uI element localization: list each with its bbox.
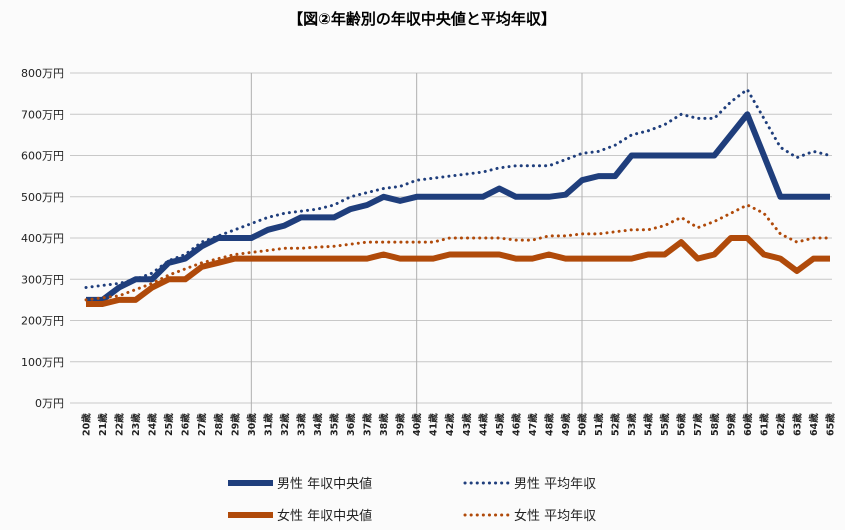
- series-line-1: [84, 88, 832, 289]
- legend-label: 男性 平均年収: [514, 477, 596, 492]
- x-tick-label: 46歳: [510, 413, 522, 436]
- x-tick-label: 51歳: [593, 413, 605, 436]
- x-tick-label: 22歳: [114, 413, 126, 436]
- x-tick-label: 43歳: [461, 413, 473, 436]
- y-tick-label: 300万円: [21, 273, 64, 286]
- x-tick-label: 33歳: [295, 413, 307, 436]
- x-tick-label: 57歳: [692, 413, 704, 436]
- x-tick-label: 34歳: [312, 413, 324, 436]
- x-tick-label: 28歳: [213, 413, 225, 436]
- x-tick-label: 56歳: [676, 413, 688, 436]
- x-tick-label: 63歳: [791, 413, 803, 436]
- y-tick-label: 200万円: [21, 315, 64, 328]
- x-tick-label: 37歳: [362, 413, 374, 436]
- series-line-0: [86, 111, 830, 303]
- x-tick-label: 30歳: [246, 413, 258, 436]
- x-tick-label: 21歳: [97, 413, 109, 436]
- x-tick-label: 24歳: [147, 413, 159, 436]
- y-tick-label: 0万円: [35, 397, 64, 410]
- x-tick-label: 27歳: [196, 413, 208, 436]
- legend-label: 女性 年収中央値: [277, 508, 372, 524]
- legend-label: 男性 年収中央値: [277, 476, 372, 492]
- x-tick-label: 50歳: [577, 413, 589, 436]
- x-tick-label: 49歳: [560, 413, 572, 436]
- series-line-3: [84, 203, 832, 302]
- x-tick-label: 32歳: [279, 413, 291, 436]
- y-tick-label: 800万円: [21, 67, 64, 80]
- x-tick-label: 61歳: [758, 413, 770, 436]
- x-tick-label: 35歳: [329, 413, 341, 436]
- x-tick-label: 25歳: [163, 413, 175, 436]
- x-tick-label: 58歳: [709, 413, 721, 436]
- series-lines: [84, 88, 832, 307]
- x-tick-label: 29歳: [229, 413, 241, 436]
- x-tick-label: 38歳: [378, 413, 390, 436]
- x-tick-label: 23歳: [130, 413, 142, 436]
- x-tick-label: 62歳: [775, 413, 787, 436]
- x-tick-label: 42歳: [444, 413, 456, 436]
- x-tick-label: 44歳: [477, 413, 489, 436]
- y-tick-label: 400万円: [21, 232, 64, 245]
- x-tick-label: 53歳: [626, 413, 638, 436]
- x-axis-ticks: 20歳 21歳 22歳 23歳 24歳 25歳 26歳 27歳 28歳 29歳 30歳 31歳 32歳 3…: [81, 413, 837, 436]
- x-tick-label: 41歳: [428, 413, 440, 436]
- x-tick-label: 48歳: [543, 413, 555, 436]
- legend-label: 女性 平均年収: [514, 508, 596, 524]
- y-axis-ticks: 0万円 100万円 200万円 300万円 400万円 500万円 600万円 700万円 80…: [21, 67, 64, 410]
- x-tick-label: 40歳: [411, 413, 423, 436]
- y-tick-label: 500万円: [21, 191, 64, 204]
- x-tick-label: 45歳: [494, 413, 506, 436]
- series-line-2: [86, 235, 830, 307]
- x-tick-label: 60歳: [742, 413, 754, 436]
- x-tick-label: 36歳: [345, 413, 357, 436]
- x-tick-label: 54歳: [643, 413, 655, 436]
- x-tick-label: 26歳: [180, 413, 192, 436]
- x-tick-label: 65歳: [825, 413, 837, 436]
- x-tick-label: 20歳: [81, 413, 93, 436]
- y-tick-label: 100万円: [21, 356, 64, 369]
- x-tick-label: 47歳: [527, 413, 539, 436]
- x-tick-label: 64歳: [808, 413, 820, 436]
- chart-title: 【図②年齢別の年収中央値と平均年収】: [288, 10, 556, 28]
- y-tick-label: 600万円: [21, 150, 64, 163]
- x-tick-label: 59歳: [725, 413, 737, 436]
- y-tick-label: 700万円: [21, 108, 64, 121]
- x-tick-label: 55歳: [659, 413, 671, 436]
- x-tick-label: 52歳: [610, 413, 622, 436]
- x-tick-label: 31歳: [262, 413, 274, 436]
- x-tick-label: 39歳: [395, 413, 407, 436]
